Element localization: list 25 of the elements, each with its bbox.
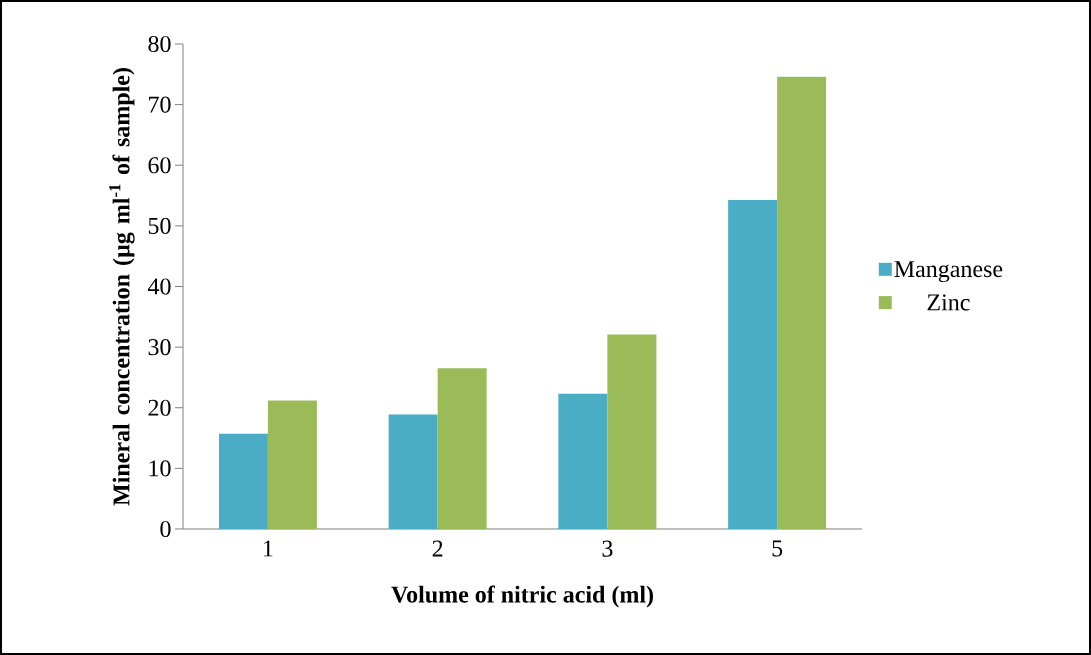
legend-label: Manganese [894,261,1003,283]
x-axis-title: Volume of nitric acid (ml) [391,585,653,608]
y-tick-label: 0 [160,520,171,538]
x-tick-label: 5 [772,540,783,557]
x-tick-label: 2 [432,540,443,557]
bar [437,368,487,529]
y-tick-label: 60 [148,157,171,174]
y-axis-title: Mineral concentration (µg ml$^{-1}$ of sample) [109,68,135,506]
bar [218,433,268,529]
bar [558,393,608,529]
y-tick-label: 10 [149,460,171,477]
y-tick-label: 30 [148,339,171,356]
y-tick-label: 80 [148,35,171,53]
bar [388,414,438,529]
y-tick-label: 70 [149,96,171,113]
bar [267,400,317,529]
x-tick-label: 3 [602,540,613,557]
x-tick-label: 1 [263,540,273,557]
legend-label: Zinc [927,294,970,311]
bar [777,76,827,529]
y-tick-label: 50 [148,217,171,234]
y-tick-label: 40 [147,278,171,295]
bar [728,199,778,529]
y-tick-label: 20 [148,399,171,416]
bar [607,334,657,529]
